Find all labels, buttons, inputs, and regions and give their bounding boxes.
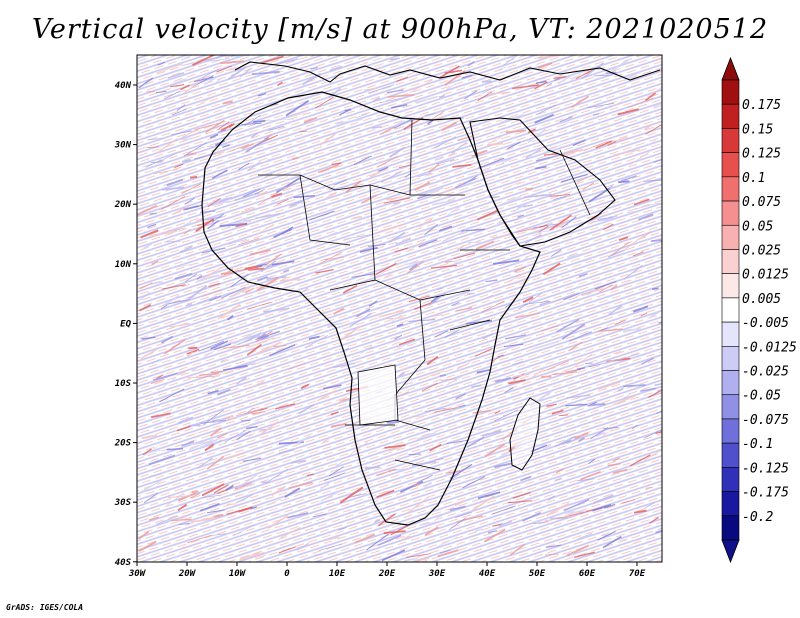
x-axis-ticks: 30W 20W 10W 0 10E 20E 30E 40E 50E 60E 70E [128, 562, 646, 579]
x-tick-label: 20E [378, 569, 396, 579]
y-tick-label: 10N [115, 260, 132, 270]
colorbar-top-arrow [721, 56, 740, 81]
y-tick-label: 20S [114, 439, 132, 449]
map-overlay [201, 61, 661, 526]
x-tick-label: 10E [329, 569, 346, 579]
y-tick-label: EQ [120, 319, 131, 329]
y-tick-label: 10S [115, 379, 132, 389]
colorbar-swatch [721, 491, 740, 517]
colorbar: 0.175 0.15 0.125 0.1 0.075 0.05 0.025 0.0125 0.0… [721, 56, 797, 564]
colorbar-label: 0.005 [742, 292, 781, 307]
colorbar-label: -0.05 [742, 389, 781, 404]
colorbar-label: -0.0125 [742, 340, 797, 355]
madagascar-outline [509, 397, 541, 471]
colorbar-label: -0.125 [742, 461, 789, 476]
x-tick-label: 70E [629, 569, 646, 579]
colorbar-label: 0.1 [742, 171, 765, 186]
chart-title: Vertical velocity [m/s] at 900hPa, VT: 2… [31, 14, 769, 45]
colorbar-swatch [721, 103, 740, 129]
border-lines [258, 119, 591, 471]
grads-credit: GrADS: IGES/COLA [6, 603, 84, 612]
colorbar-label: 0.175 [742, 98, 781, 113]
y-tick-label: 40S [115, 558, 132, 568]
y-tick-label: 20N [114, 200, 132, 210]
x-tick-label: 10W [229, 569, 247, 579]
x-tick-label: 60E [579, 569, 596, 579]
colorbar-swatch [721, 418, 740, 444]
x-tick-label: 30E [428, 569, 446, 579]
velocity-field [137, 55, 662, 562]
colorbar-label: 0.025 [742, 243, 781, 258]
x-tick-label: 20W [178, 569, 197, 579]
y-tick-label: 40N [115, 81, 132, 91]
colorbar-swatch [721, 224, 740, 250]
colorbar-swatch [721, 346, 740, 371]
colorbar-label: -0.1 [742, 437, 773, 452]
arabia-outline [469, 117, 616, 247]
colorbar-label: 0.0125 [742, 268, 789, 283]
colorbar-swatch [721, 128, 740, 153]
x-tick-label: 30W [128, 569, 147, 579]
colorbar-label: -0.175 [742, 486, 789, 501]
colorbar-swatch [721, 200, 740, 226]
colorbar-swatch [721, 370, 740, 396]
colorbar-swatch [721, 394, 740, 420]
colorbar-swatch [721, 79, 740, 105]
south-africa-dry-zone [357, 364, 399, 426]
x-tick-label: 0 [284, 569, 290, 579]
colorbar-bottom-arrow [721, 539, 740, 564]
colorbar-swatch [721, 321, 740, 347]
colorbar-swatch [721, 152, 740, 178]
colorbar-label: 0.075 [742, 195, 781, 210]
colorbar-swatch [721, 515, 740, 541]
colorbar-swatch [721, 273, 740, 299]
africa-coastline [201, 91, 541, 526]
y-tick-label: 30S [114, 498, 132, 508]
europe-coast [234, 61, 661, 83]
colorbar-label: -0.075 [742, 413, 789, 428]
colorbar-label: 0.125 [742, 147, 781, 162]
colorbar-swatch [721, 442, 740, 468]
colorbar-label: -0.025 [742, 365, 789, 380]
colorbar-swatch [721, 297, 740, 323]
colorbar-swatch [721, 176, 740, 202]
y-tick-label: 30N [114, 141, 132, 151]
map-frame [136, 54, 663, 563]
colorbar-label: 0.15 [742, 122, 773, 137]
x-tick-label: 50E [529, 569, 546, 579]
colorbar-label: -0.005 [742, 316, 789, 331]
colorbar-swatch [721, 467, 740, 492]
x-tick-label: 40E [479, 569, 496, 579]
colorbar-label: -0.2 [742, 510, 773, 525]
colorbar-label: 0.05 [742, 219, 773, 234]
y-axis-ticks: 40N 30N 20N 10N EQ 10S 20S 30S 40S [114, 81, 137, 568]
colorbar-swatch [721, 249, 740, 274]
